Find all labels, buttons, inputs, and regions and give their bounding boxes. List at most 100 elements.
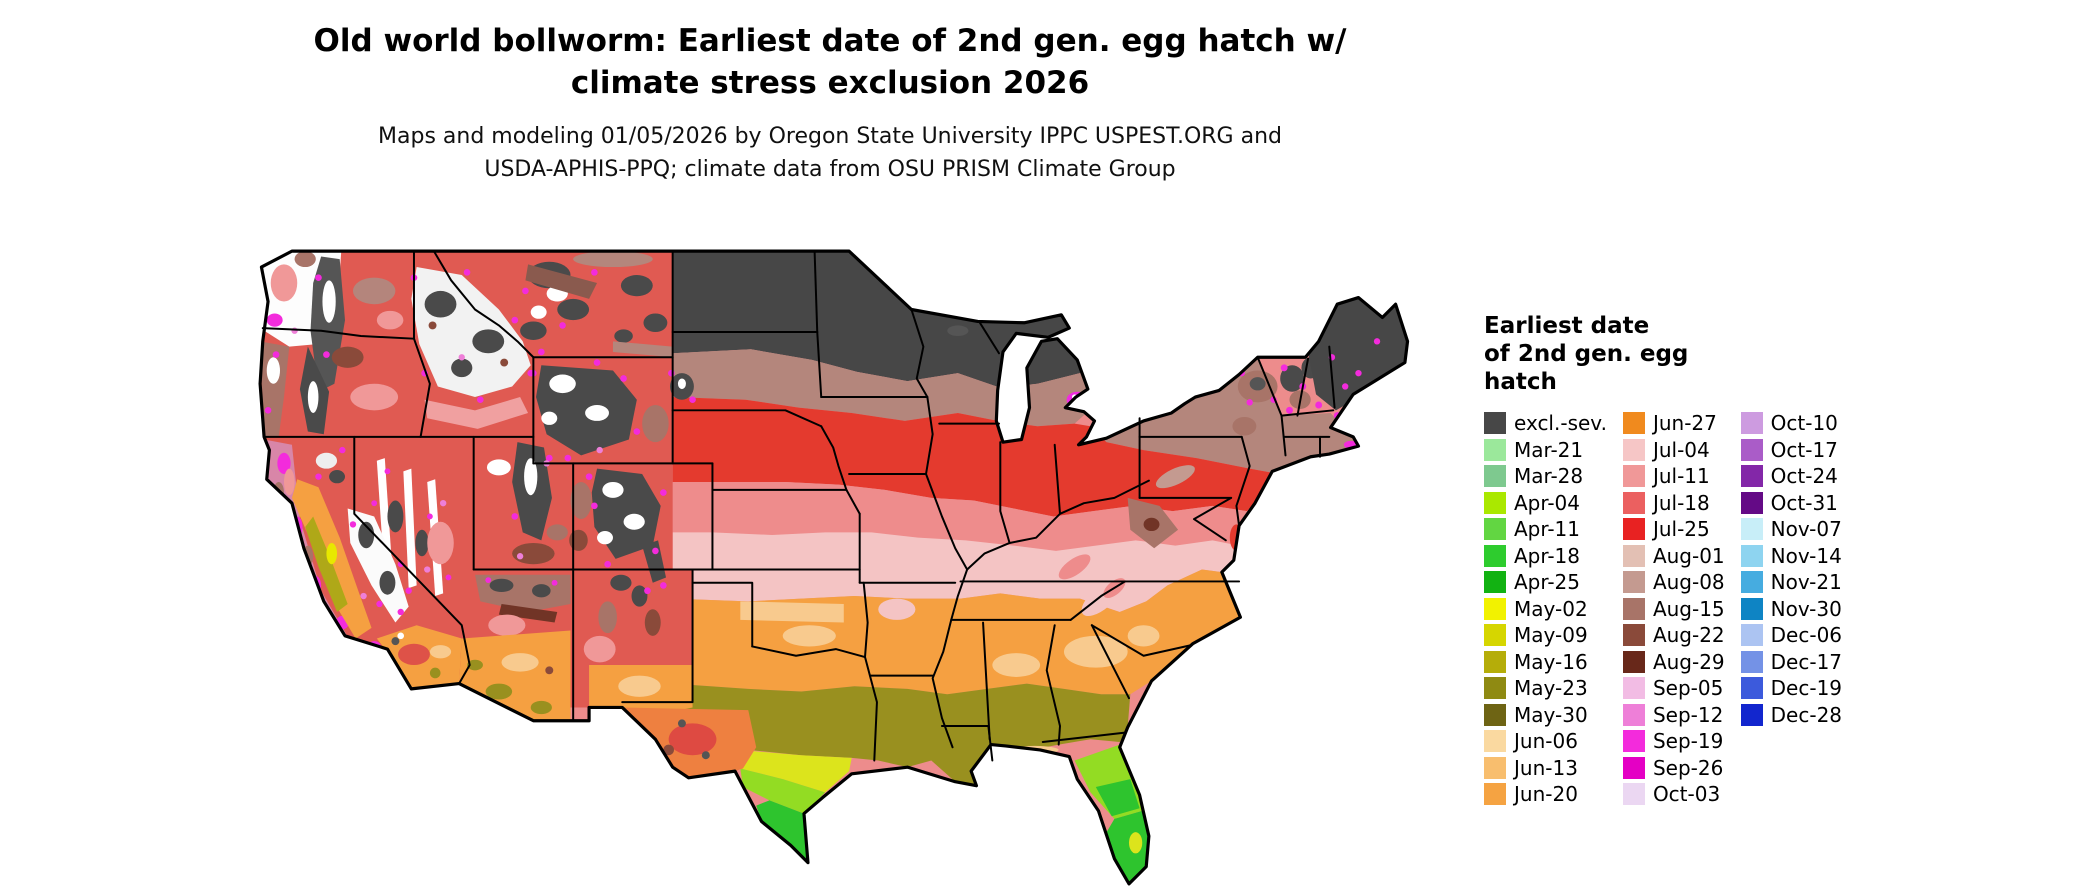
legend-swatch (1484, 677, 1506, 700)
subtitle-line-1: Maps and modeling 01/05/2026 by Oregon S… (378, 124, 1282, 149)
legend-item: May-23 (1484, 675, 1607, 702)
legend-label: Jun-06 (1514, 729, 1578, 754)
legend-swatch (1622, 518, 1645, 541)
legend-item: Aug-15 (1622, 596, 1725, 623)
legend-label: Oct-31 (1770, 490, 1838, 515)
legend-label: Apr-04 (1514, 490, 1580, 515)
legend-swatch (1622, 597, 1645, 620)
legend-swatch (1622, 412, 1645, 435)
legend-label: May-02 (1514, 596, 1588, 621)
legend-label: Aug-08 (1652, 570, 1725, 595)
legend-swatch (1740, 465, 1763, 488)
legend-label: Sep-19 (1652, 729, 1724, 754)
legend-item: Aug-01 (1622, 543, 1725, 570)
legend-swatch (1484, 783, 1506, 806)
legend-swatch (1484, 624, 1506, 647)
legend-item: Aug-08 (1622, 569, 1725, 596)
legend-swatch (1484, 518, 1506, 541)
legend-item: Oct-10 (1740, 410, 1842, 437)
legend-column-1: excl.-sev. Mar-21 Mar-28 Apr-04 Apr-11 A… (1484, 410, 1607, 808)
legend-item: Aug-22 (1622, 622, 1725, 649)
title-line-1: Old world bollworm: Earliest date of 2nd… (313, 23, 1347, 59)
legend-label: Nov-30 (1770, 596, 1842, 621)
legend-label: Apr-11 (1514, 517, 1580, 542)
legend-swatch (1484, 650, 1506, 673)
legend-label: Nov-07 (1770, 517, 1842, 542)
legend-item: Oct-17 (1740, 437, 1842, 464)
legend-title-line-1: Earliest date (1484, 313, 1650, 339)
legend-item: Jun-20 (1484, 781, 1607, 808)
legend-label: Nov-14 (1770, 543, 1842, 568)
legend-label: Jul-04 (1652, 437, 1710, 462)
legend-item: Dec-06 (1740, 622, 1842, 649)
legend-label: Dec-17 (1770, 649, 1843, 674)
legend-swatch (1740, 438, 1763, 461)
legend-label: Oct-24 (1770, 464, 1838, 489)
legend-label: May-09 (1514, 623, 1588, 648)
legend-label: Oct-17 (1770, 437, 1838, 462)
legend-swatch (1740, 703, 1763, 726)
legend-label: Aug-29 (1652, 649, 1725, 674)
legend-swatch (1622, 677, 1645, 700)
legend-swatch (1740, 624, 1763, 647)
subtitle-line-2: USDA-APHIS-PPQ; climate data from OSU PR… (484, 157, 1176, 182)
legend-swatch (1484, 730, 1506, 753)
legend-item: Jun-27 (1622, 410, 1725, 437)
legend-swatch (1484, 571, 1506, 594)
legend-item: May-16 (1484, 649, 1607, 676)
legend-label: Jun-20 (1514, 782, 1578, 807)
title-line-2: climate stress exclusion 2026 (570, 65, 1090, 101)
header: Old world bollworm: Earliest date of 2nd… (0, 20, 1660, 186)
legend-item: Mar-21 (1484, 437, 1607, 464)
legend-swatch (1740, 677, 1763, 700)
legend-swatch (1740, 650, 1763, 673)
legend-swatch (1622, 650, 1645, 673)
legend-swatch (1484, 412, 1506, 435)
map-legend: Earliest date of 2nd gen. egg hatch excl… (1484, 312, 2084, 808)
legend-label: Jul-11 (1652, 464, 1710, 489)
legend-item: Apr-25 (1484, 569, 1607, 596)
legend-label: Oct-03 (1652, 782, 1721, 807)
legend-swatch (1740, 597, 1763, 620)
legend-column-3: Oct-10 Oct-17 Oct-24 Oct-31 Nov-07 Nov-1… (1740, 410, 1843, 728)
legend-label: Sep-26 (1652, 755, 1724, 780)
legend-item: May-02 (1484, 596, 1607, 623)
legend-item: Nov-21 (1740, 569, 1842, 596)
legend-label: Oct-10 (1770, 411, 1838, 436)
legend-item: Oct-31 (1740, 490, 1842, 517)
legend-item: Oct-24 (1740, 463, 1842, 490)
legend-label: Apr-18 (1514, 543, 1580, 568)
legend-swatch (1622, 571, 1645, 594)
page-subtitle: Maps and modeling 01/05/2026 by Oregon S… (0, 120, 1660, 186)
legend-columns: excl.-sev. Mar-21 Mar-28 Apr-04 Apr-11 A… (1484, 410, 2084, 808)
legend-swatch (1622, 703, 1645, 726)
legend-swatch (1484, 597, 1506, 620)
legend-swatch (1484, 491, 1506, 514)
legend-label: May-30 (1514, 702, 1588, 727)
legend-label: Dec-28 (1770, 702, 1843, 727)
legend-label: Apr-25 (1514, 570, 1580, 595)
legend-item: Apr-18 (1484, 543, 1607, 570)
legend-item: Dec-17 (1740, 649, 1843, 676)
legend-swatch (1484, 544, 1506, 567)
legend-label: Mar-21 (1514, 437, 1584, 462)
legend-swatch (1740, 412, 1763, 435)
legend-item: Oct-03 (1622, 781, 1725, 808)
legend-swatch (1740, 544, 1763, 567)
map-fill-layers (260, 251, 1408, 884)
legend-title: Earliest date of 2nd gen. egg hatch (1484, 312, 2084, 396)
legend-item: Nov-07 (1740, 516, 1842, 543)
legend-label: Mar-28 (1514, 464, 1584, 489)
us-map-image (258, 249, 1410, 886)
legend-swatch (1622, 465, 1645, 488)
legend-title-line-2: of 2nd gen. egg (1484, 341, 1689, 367)
legend-item: Apr-11 (1484, 516, 1607, 543)
legend-swatch (1622, 756, 1645, 779)
legend-label: Nov-21 (1770, 570, 1842, 595)
legend-label: Dec-19 (1770, 676, 1843, 701)
legend-swatch (1622, 438, 1645, 461)
legend-label: Jul-18 (1652, 490, 1710, 515)
legend-label: May-16 (1514, 649, 1588, 674)
legend-swatch (1622, 624, 1645, 647)
legend-item: Jul-18 (1622, 490, 1725, 517)
